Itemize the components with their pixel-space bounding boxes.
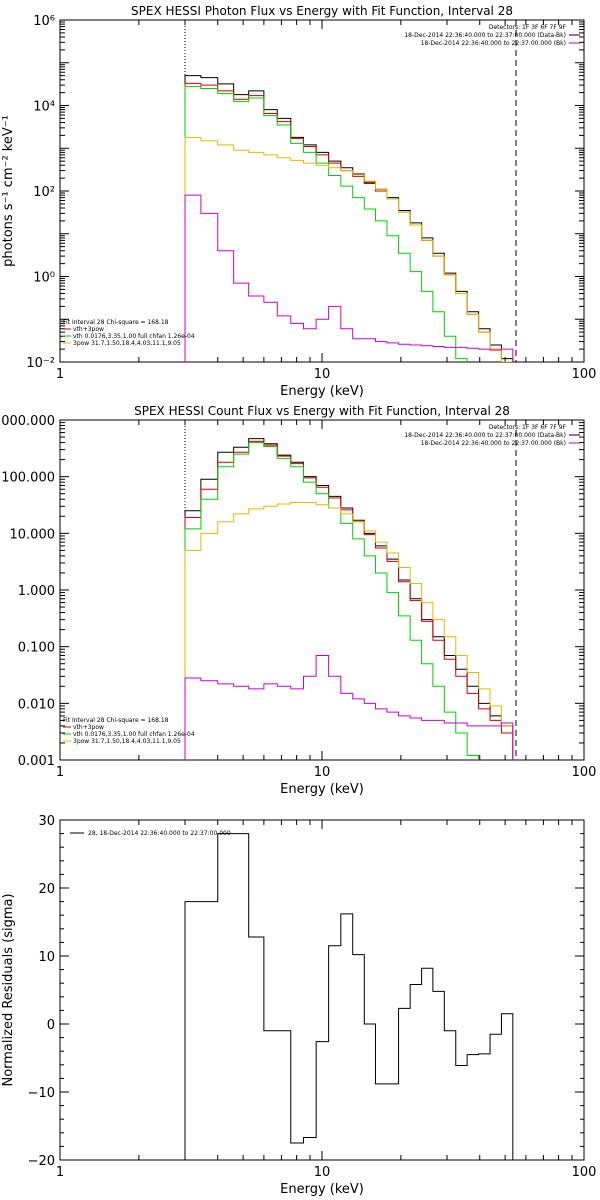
legend-entry: 3pow 31.7,1.50,18.4,4.03,11.1,9.05 xyxy=(73,340,181,347)
plot-frame xyxy=(59,419,585,761)
y-axis-label: Normalized Residuals (sigma) xyxy=(1,893,16,1086)
series-line xyxy=(184,440,514,760)
x-axis-label: Energy (keV) xyxy=(280,1182,364,1197)
series-line xyxy=(184,82,514,362)
series-group xyxy=(184,438,514,760)
series-line xyxy=(184,442,480,760)
x-tick-label: 10 xyxy=(314,367,331,382)
y-tick-label: 10⁶ xyxy=(33,14,55,29)
y-tick-label: −10 xyxy=(28,1086,55,1101)
legend-entry: Detectors: 1F 3F 6F 7F 9F xyxy=(489,24,567,31)
x-tick-label: 10 xyxy=(314,765,331,780)
y-tick-label: 0.100 xyxy=(18,641,55,656)
series-line xyxy=(184,654,514,760)
x-tick-label: 10 xyxy=(314,1165,331,1180)
y-axis-label: photons s⁻¹ cm⁻² keV⁻¹ xyxy=(1,115,16,267)
legend-entry: Fit Interval 28 Chi-square = 168.18 xyxy=(63,319,169,326)
series-group xyxy=(184,833,514,1160)
legend-entry: 3pow 31.7,1.50,18.4,4.03,11.1,9.05 xyxy=(73,738,181,745)
legend-entry: vth+3pow xyxy=(73,724,104,731)
y-tick-label: 30 xyxy=(38,814,55,829)
legend-entry: 28, 18-Dec-2014 22:36:40.000 to 22:37:00… xyxy=(88,830,231,837)
series-line xyxy=(184,194,514,362)
y-tick-label: 10⁻² xyxy=(26,356,55,371)
series-line xyxy=(184,833,514,1160)
chart-photon: 1 10 100 10⁻² 10⁰ 10² 10⁴ 10⁶ SPEX HESSI Photon … xyxy=(1,4,596,399)
legend-entry: 18-Dec-2014 22:36:40.000 to 22:37:00.000… xyxy=(421,440,566,447)
x-axis-label: Energy (keV) xyxy=(280,384,364,399)
y-tick-label: 0.001 xyxy=(18,754,55,769)
y-tick-label: −20 xyxy=(28,1154,55,1169)
x-tick-label: 100 xyxy=(572,765,597,780)
legend-entry: 18-Dec-2014 22:36:40.000 to 22:37:00.000… xyxy=(421,40,566,47)
y-tick-label: 10 xyxy=(38,950,55,965)
x-tick-label: 1 xyxy=(56,765,64,780)
series-line xyxy=(184,438,514,760)
legend-entry: vth 0.0176,3.35,1.00 full chfan 1.26e-04 xyxy=(73,333,195,340)
chart-count: 1 10 100 0.001 0.010 0.100 1.000 10.000 100.000 1… xyxy=(0,404,596,797)
x-axis-label: Energy (keV) xyxy=(280,782,364,797)
y-tick-label: 1.000 xyxy=(18,584,55,599)
y-tick-label: 100.000 xyxy=(1,471,55,486)
series-line xyxy=(184,85,468,362)
x-tick-label: 1 xyxy=(56,1165,64,1180)
legend-entry: 18-Dec-2014 22:36:40.000 to 22:37:00.000… xyxy=(404,32,566,39)
y-tick-label: 0 xyxy=(47,1018,55,1033)
y-tick-label: 20 xyxy=(38,882,55,897)
x-tick-label: 100 xyxy=(572,1165,597,1180)
legend-entry: vth+3pow xyxy=(73,326,104,333)
y-tick-label: 10² xyxy=(33,185,55,200)
plot-frame xyxy=(59,819,585,1161)
series-group xyxy=(184,75,514,362)
y-tick-label: 10⁴ xyxy=(33,100,55,115)
plot-frame xyxy=(59,19,585,363)
series-line xyxy=(184,75,514,362)
x-tick-label: 100 xyxy=(572,367,597,382)
chart-title: SPEX HESSI Count Flux vs Energy with Fit… xyxy=(134,404,510,418)
x-tick-label: 1 xyxy=(56,367,64,382)
chart-resid: 1 10 100 −20 −10 0 10 20 30 Energy (keV) Normalize… xyxy=(1,814,596,1197)
chart-title: SPEX HESSI Photon Flux vs Energy with Fi… xyxy=(131,4,513,18)
y-tick-label: 0.010 xyxy=(18,697,55,712)
series-line xyxy=(184,502,514,760)
series-line xyxy=(184,136,514,362)
legend-entry: Fit Interval 28 Chi-square = 168.18 xyxy=(63,717,169,724)
y-tick-label: 10⁰ xyxy=(33,271,55,286)
legend-entry: 18-Dec-2014 22:36:40.000 to 22:37:00.000… xyxy=(404,432,566,439)
y-tick-label: 10.000 xyxy=(10,527,56,542)
legend-entry: vth 0.0176,3.35,1.00 full chfan 1.26e-04 xyxy=(73,731,195,738)
legend-entry: Detectors: 1F 3F 6F 7F 9F xyxy=(489,424,567,431)
